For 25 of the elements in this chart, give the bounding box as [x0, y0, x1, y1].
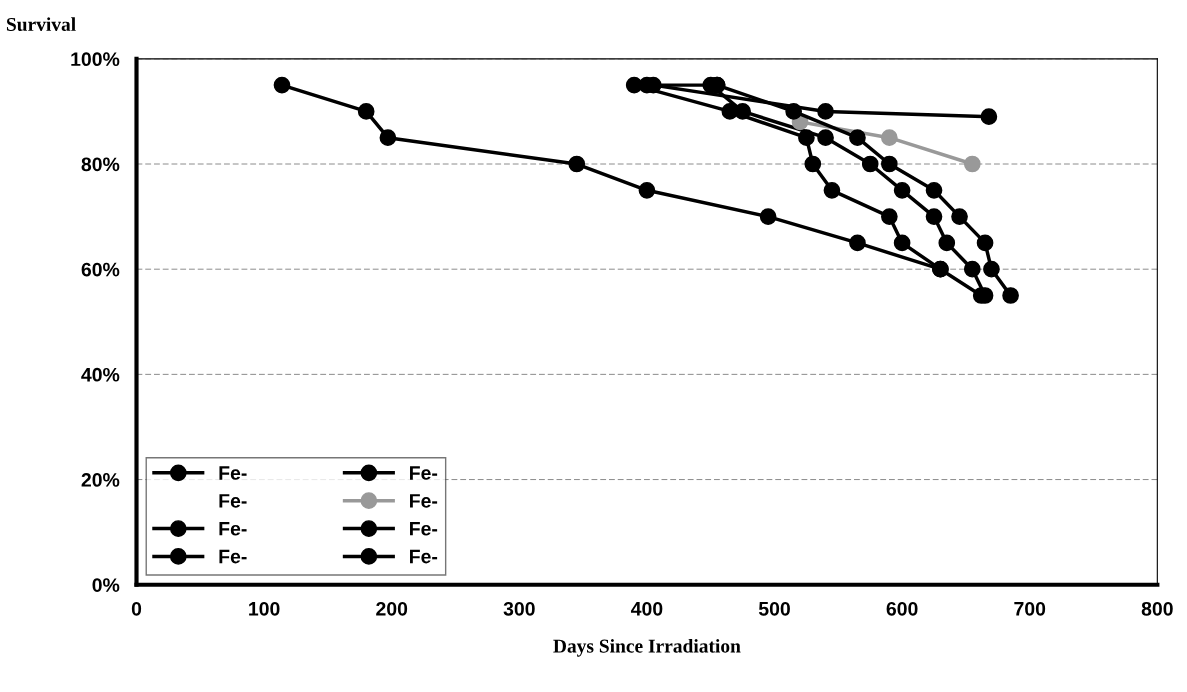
y-tick-label: 60%: [81, 262, 120, 277]
annotation: Fe-: [219, 494, 247, 508]
x-tick-label: 400: [630, 601, 663, 616]
legend-label: Fe-: [219, 521, 247, 536]
y-tick-label: 0%: [92, 578, 120, 592]
x-tick-label: 800: [1141, 601, 1173, 616]
x-tick-label: 700: [1014, 601, 1046, 616]
y-tick-label: 80%: [81, 157, 120, 172]
x-tick-label: 500: [758, 601, 790, 616]
y-tick-label: 20%: [81, 473, 120, 487]
x-tick-label: 300: [503, 601, 535, 616]
legend-label: Fe-: [410, 466, 438, 480]
y-tick-label: 100%: [71, 52, 120, 67]
legend-label: Fe-: [410, 549, 438, 564]
y-axis-title: Survival: [6, 17, 76, 32]
x-tick-label: 600: [886, 601, 918, 616]
x-tick-label: 0: [131, 601, 142, 616]
x-tick-label: 100: [249, 601, 280, 616]
y-tick-label: 40%: [81, 367, 120, 382]
x-tick-label: 200: [376, 601, 408, 616]
legend-label: Fe-: [219, 549, 247, 564]
legend-label: Fe-: [410, 494, 438, 508]
legend-label: Fe-: [410, 521, 438, 536]
legend-label: Fe-: [219, 466, 247, 480]
x-axis-title: Days Since Irradiation: [553, 638, 741, 657]
